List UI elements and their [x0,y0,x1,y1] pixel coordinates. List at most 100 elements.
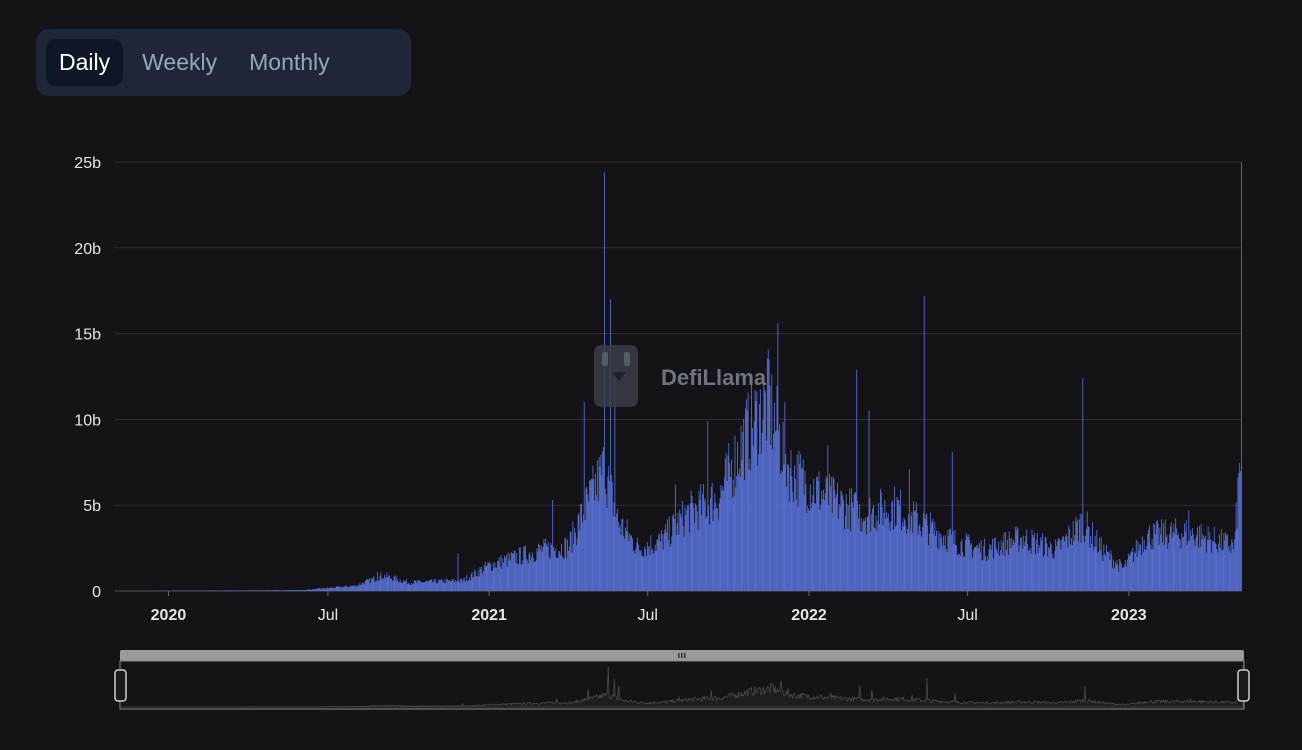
bar [930,523,932,591]
bar [507,552,509,591]
bar [942,545,944,591]
bar [262,590,264,591]
bar [1019,545,1021,591]
bar [329,587,331,591]
bar [870,531,872,591]
bar [1044,536,1046,591]
bar [667,519,668,591]
bar [837,518,839,591]
bar [1121,567,1123,591]
bar [360,584,362,591]
bar [841,492,843,591]
bar [847,529,849,591]
bar [607,476,609,591]
bar [415,580,417,591]
bar [321,588,323,591]
bar [820,505,822,591]
bar [909,530,911,591]
bar [783,464,785,591]
bar [661,534,663,591]
bar [769,384,771,591]
x-tick-label: Jul [318,607,338,624]
bar [784,402,786,591]
bar [417,580,419,591]
bar [719,498,721,591]
bar [974,546,976,591]
llama-logo-icon [594,345,638,407]
bar [838,503,840,591]
bar [622,518,624,591]
bar [1120,563,1122,591]
bar [924,518,926,591]
bar [1113,559,1114,591]
bar [503,562,505,591]
tab-daily[interactable]: Daily [46,39,124,86]
bar [559,551,561,591]
x-tick-label: Jul [638,607,658,624]
bar [531,556,533,591]
bar [497,560,499,591]
bar [447,579,448,591]
bar [1119,558,1121,591]
bar [1101,555,1103,591]
bar [1173,524,1175,591]
bar [876,531,878,591]
bar [1206,540,1208,591]
bar [489,561,490,591]
bar [567,539,568,591]
bar [676,523,678,591]
bar [1185,520,1187,591]
bar [666,532,667,591]
bar [515,563,517,591]
bar [602,451,604,591]
bar [1053,558,1055,591]
bar [1047,556,1049,591]
bar [255,590,257,591]
bar [727,455,729,591]
tab-weekly[interactable]: Weekly [142,49,218,75]
tab-monthly[interactable]: Monthly [249,49,330,75]
bar [704,498,706,591]
bar [856,369,858,591]
bar [502,558,504,591]
bar [752,428,753,591]
bar [1133,562,1135,591]
bar [1024,541,1026,591]
bar [526,560,528,591]
bar [957,554,959,591]
bar [457,553,459,591]
bar [637,537,639,591]
bar [640,549,642,591]
bar [972,550,974,591]
bar [495,567,497,591]
bar [518,547,520,591]
bar [399,579,401,591]
zoom-handle-right[interactable] [1237,669,1250,702]
bar [422,582,424,591]
bar [721,490,723,591]
bar [756,391,758,591]
zoom-slider[interactable] [114,650,1250,710]
bar [406,584,408,591]
bar [1233,549,1234,591]
bar [717,519,719,591]
bar [687,505,689,591]
bar [433,581,434,591]
bar [263,590,264,591]
bar [925,514,927,591]
bar [570,532,572,591]
zoom-handle-left[interactable] [114,669,127,702]
bar [618,527,620,591]
bar [1140,544,1142,591]
bar [1111,554,1113,591]
bar [332,587,334,591]
bar [1191,528,1193,591]
bar [1114,561,1116,591]
bar [745,399,747,591]
bar [848,505,850,591]
bar [707,421,709,591]
bar [264,590,266,591]
bar [938,549,940,591]
bar [985,556,986,591]
bar [385,576,387,591]
